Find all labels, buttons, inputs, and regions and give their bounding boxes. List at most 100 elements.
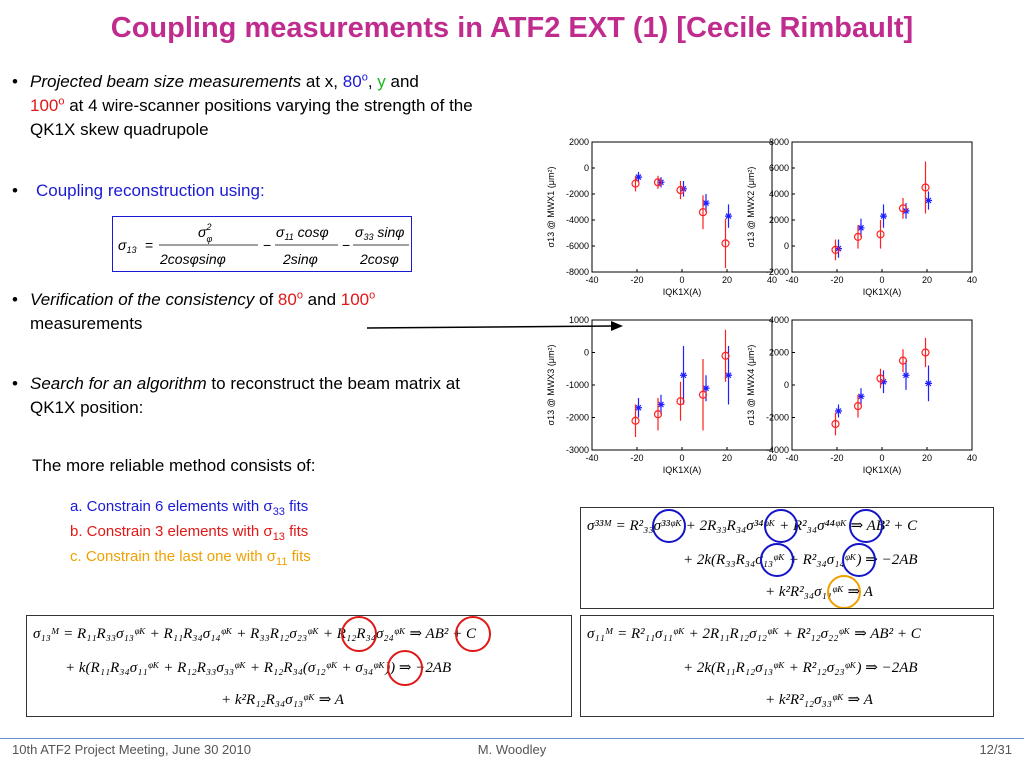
data-point-star (657, 401, 665, 408)
y-tick-label: -4000 (566, 215, 589, 225)
data-point-circle (921, 183, 930, 192)
method-c: c. Constrain the last one with σ11 fits (70, 548, 311, 568)
minus-sign: − (263, 237, 271, 253)
eq-line-2: + k(R₁₁R₃₄σ₁₁ᵠᴷ + R₁₂R₃₃σ₃₃ᵠᴷ + R₁₂R₃₄(σ… (65, 660, 452, 676)
pointer-arrow (366, 321, 623, 331)
y-tick-label: 0 (584, 348, 589, 358)
degree-sup: o (369, 289, 376, 302)
eq-line-2: + 2k(R₁₁R₁₂σ₁₃ᵠᴷ + R²₁₂σ₂₃ᵠᴷ) ⇒ −2AB (683, 660, 918, 676)
data-point-star (925, 379, 932, 387)
y-tick-label: 2000 (769, 215, 789, 225)
data-point-circle (631, 179, 640, 188)
data-point-star (925, 197, 932, 204)
highlight-circle-red (387, 650, 423, 686)
slide-title: Coupling measurements in ATF2 EXT (1) [C… (110, 12, 914, 44)
highlight-circle-red (341, 616, 377, 652)
x-axis-label: IQK1X(A) (863, 287, 902, 297)
data-point-circle (653, 410, 663, 419)
eq-line-3: + k²R²₁₂σ₃₃ᵠᴷ ⇒ A (765, 692, 873, 708)
data-point-star (902, 371, 910, 379)
value-80: 80 (342, 72, 362, 91)
italic-phrase: Search for an algorithm (30, 374, 207, 393)
highlight-circle (842, 543, 876, 577)
eq-line-1: σ₁₃ᴹ = R₁₁R₃₃σ₁₃ᵠᴷ + R₁₁R₃₄σ₁₄ᵠᴷ + R₃₃R₁… (33, 626, 477, 642)
x-axis-label: IQK1X(A) (663, 287, 702, 297)
footer-left: 10th ATF2 Project Meeting, June 30 2010 (12, 742, 251, 757)
x-tick-label: 20 (922, 453, 932, 463)
numerator-1: σ2 φ (198, 222, 212, 244)
x-tick-label: 0 (679, 453, 684, 463)
data-point-circle (831, 419, 840, 429)
data-point-star (880, 212, 887, 220)
x-tick-label: -40 (785, 453, 798, 463)
data-point-circle (853, 402, 863, 411)
y-tick-label: -2000 (566, 189, 589, 199)
degree-sup: o (58, 95, 65, 108)
equation-sigma11: σ₁₁ᴹ = R²₁₁σ₁₁ᵠᴷ + 2R₁₁R₁₂σ₁₂ᵠᴷ + R²₁₂σ₂… (580, 615, 994, 717)
data-point-circle (676, 185, 685, 195)
y-tick-label: -2000 (766, 267, 789, 277)
data-point-circle (631, 416, 640, 425)
italic-phrase: Projected beam size measurements (30, 72, 302, 91)
bullet-text: Verification of the consistency of 80o a… (30, 288, 520, 336)
numerator-3: σ33 sinφ (355, 224, 404, 242)
data-point-circle (831, 245, 840, 255)
data-point-circle (876, 374, 885, 383)
x-tick-label: 20 (722, 453, 732, 463)
y-tick-label: -2000 (766, 413, 789, 423)
y-tick-label: 4000 (769, 189, 789, 199)
eq-line-1: σ₁₁ᴹ = R²₁₁σ₁₁ᵠᴷ + 2R₁₁R₁₂σ₁₂ᵠᴷ + R²₁₂σ₂… (587, 626, 921, 642)
eq-line-1: σ³³ᴹ = R²₃₃σ³³ᵠᴷ + 2R₃₃R₃₄σ³⁴ᵠᴷ + R²₃₄σ⁴… (587, 518, 918, 534)
data-point-star (680, 371, 687, 379)
data-point-star (835, 407, 842, 415)
plot-frame (591, 319, 773, 451)
equals-sign: = (145, 237, 153, 253)
data-point-star (857, 392, 865, 400)
text-run: at x, (301, 72, 343, 91)
text-run: at 4 wire-scanner positions varying the … (30, 96, 473, 139)
text-run: and (385, 72, 419, 91)
numerator-2: σ11 cosφ (276, 224, 329, 242)
x-tick-label: -20 (630, 275, 643, 285)
bullet-text: Coupling reconstruction using: (36, 181, 265, 200)
highlight-circle (652, 509, 686, 543)
x-axis-label: IQK1X(A) (663, 465, 702, 475)
data-point-circle (721, 239, 730, 248)
method-a: a. Constrain 6 elements with σ33 fits (70, 498, 309, 518)
x-tick-label: 0 (679, 275, 684, 285)
plot-frame (791, 319, 973, 451)
y-tick-label: -3000 (566, 445, 589, 455)
eq-line-3: + k²R²₃₄σ₁₁ᵠᴷ ⇒ A (765, 584, 873, 600)
data-point-star (702, 199, 710, 207)
data-point-circle (898, 204, 908, 213)
denominator-2: 2sinφ (282, 251, 318, 267)
plot-frame (791, 141, 973, 273)
y-tick-label: 1000 (569, 315, 589, 325)
y-tick-label: 6000 (769, 163, 789, 173)
eq-highlights (652, 509, 883, 608)
bullet-dot: • (12, 181, 18, 200)
x-tick-label: 40 (967, 453, 977, 463)
value-100: 100 (30, 96, 59, 115)
degree-sup: o (296, 289, 303, 302)
formula-lhs: σ13 (118, 237, 136, 255)
data-point-star (725, 371, 732, 379)
x-tick-label: -40 (785, 275, 798, 285)
value-y: y (377, 72, 386, 91)
text-run: and (302, 290, 341, 309)
bullet-dot: • (12, 374, 18, 393)
x-tick-label: 0 (879, 453, 884, 463)
methods-list: a. Constrain 6 elements with σ33 fits b.… (70, 494, 311, 569)
text-run: of (254, 290, 278, 309)
highlight-circle (760, 543, 794, 577)
x-tick-label: -20 (830, 453, 843, 463)
bullet-text: Search for an algorithm to reconstruct t… (30, 372, 500, 420)
y-axis-label: σ13 @ MWX3 (μm²) (546, 345, 556, 426)
reliable-method-text: The more reliable method consists of: (32, 456, 316, 475)
x-axis-label: IQK1X(A) (863, 465, 902, 475)
data-point-star (880, 378, 887, 386)
eq-line-3: + k²R₁₂R₃₄σ₁₃ᵠᴷ ⇒ A (221, 692, 344, 708)
footer-page: 12/31 (979, 742, 1012, 757)
equation-sigma33: σ³³ᴹ = R²₃₃σ³³ᵠᴷ + 2R₃₃R₃₄σ³⁴ᵠᴷ + R²₃₄σ⁴… (580, 507, 994, 609)
y-tick-label: -2000 (566, 413, 589, 423)
